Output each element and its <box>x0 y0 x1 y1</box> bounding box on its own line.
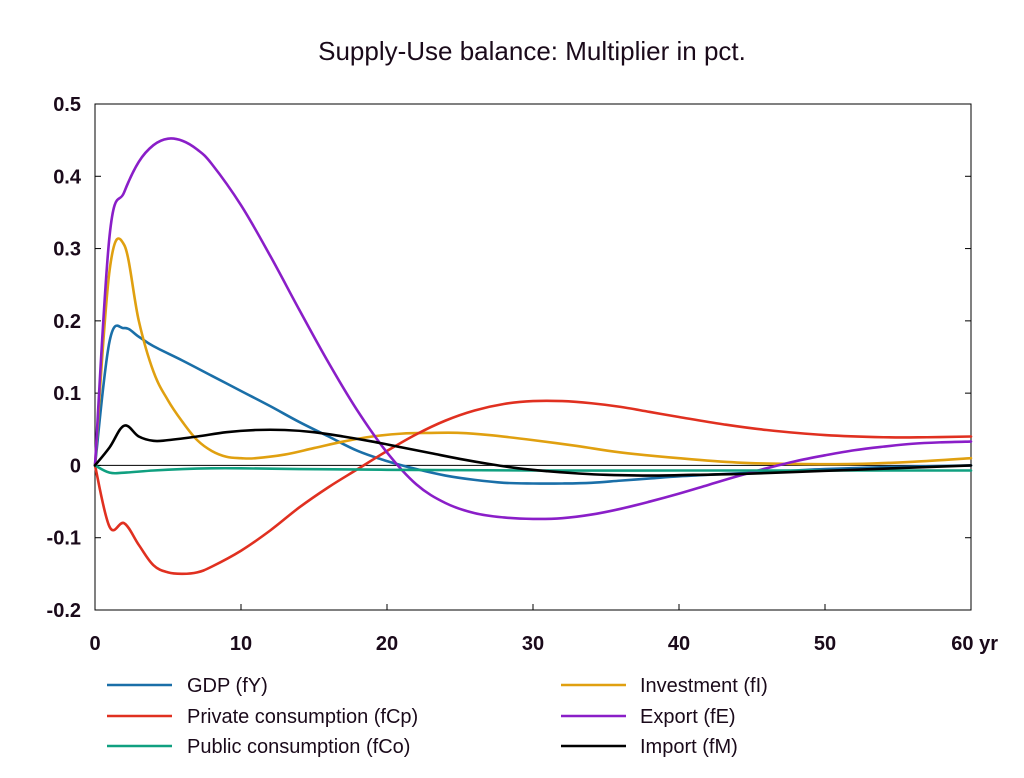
legend-label-export: Export (fE) <box>640 706 736 728</box>
x-tick-label: 40 <box>668 633 690 655</box>
legend: GDP (fY) Private consumption (fCp) Publi… <box>107 675 768 758</box>
x-tick-label: 60 yr <box>951 633 998 655</box>
legend-label-import: Import (fM) <box>640 736 738 758</box>
x-tick-label: 50 <box>814 633 836 655</box>
y-tick-label: -0.2 <box>47 600 81 622</box>
legend-label-public-consumption: Public consumption (fCo) <box>187 736 410 758</box>
series-line-private-consumption <box>93 399 973 576</box>
legend-label-investment: Investment (fI) <box>640 675 768 697</box>
x-tick-label: 30 <box>522 633 544 655</box>
y-tick-label: 0.2 <box>53 311 81 333</box>
series-line-public-consumption <box>93 464 973 475</box>
y-tick-label: 0.1 <box>53 383 81 405</box>
legend-label-private-consumption: Private consumption (fCp) <box>187 706 418 728</box>
series-line-investment <box>93 237 973 467</box>
series-line-export <box>93 137 973 521</box>
y-tick-label: 0.5 <box>53 94 81 116</box>
series-line-gdp <box>93 324 973 485</box>
x-tick-label: 20 <box>376 633 398 655</box>
y-tick-label: 0 <box>70 455 81 477</box>
y-tick-label: 0.4 <box>53 166 82 188</box>
legend-label-gdp: GDP (fY) <box>187 675 268 697</box>
series-line-import <box>93 424 973 477</box>
plot-frame <box>94 103 972 611</box>
y-tick-label: -0.1 <box>47 528 81 550</box>
x-tick-label: 10 <box>230 633 252 655</box>
series-layer <box>93 137 973 576</box>
chart-title: Supply-Use balance: Multiplier in pct. <box>318 36 746 66</box>
x-tick-label: 0 <box>89 633 100 655</box>
axes: -0.2 -0.1 0 0.1 0.2 0.3 0.4 0.5 0 10 20 30 40 50 60 yr <box>47 94 999 655</box>
y-tick-label: 0.3 <box>53 239 81 261</box>
